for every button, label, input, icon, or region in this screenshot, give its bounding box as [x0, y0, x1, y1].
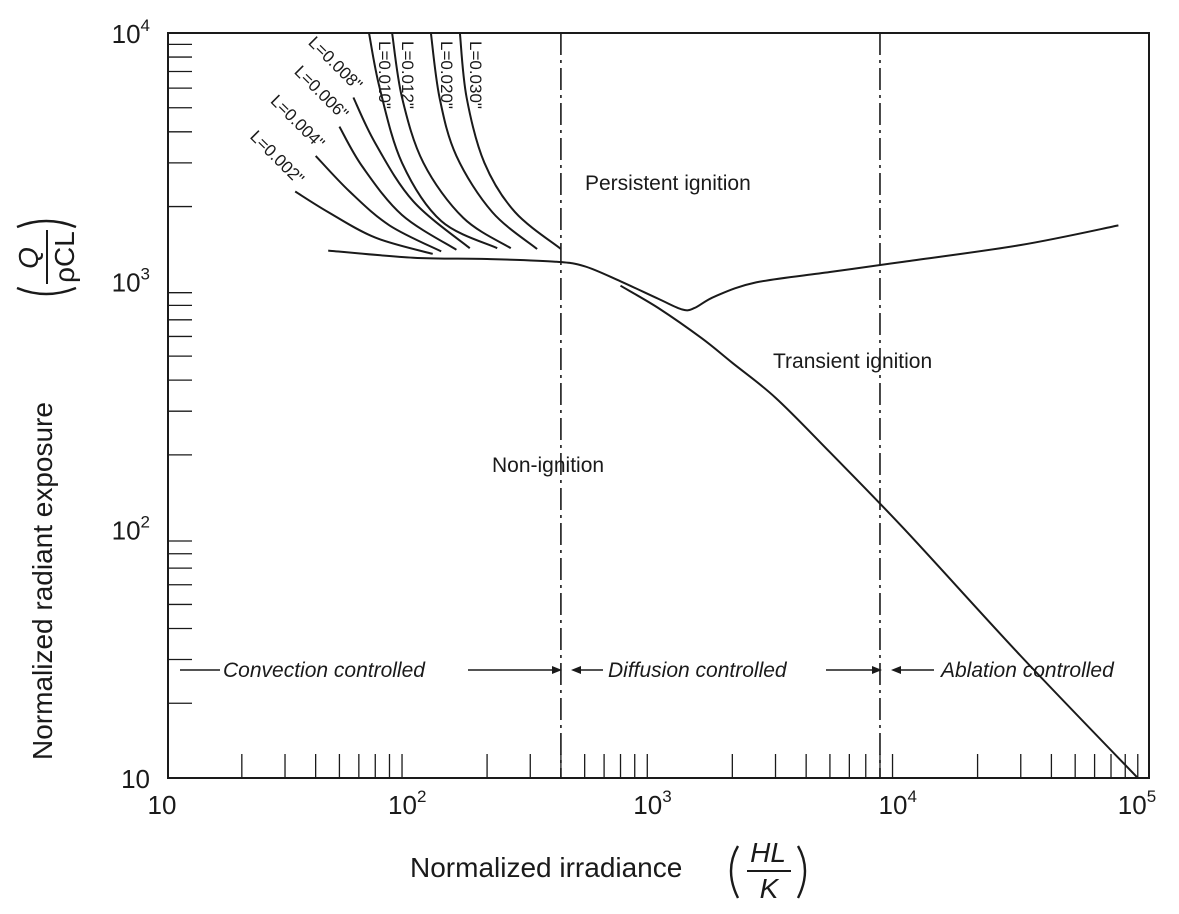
- y-axis-frac-num: Q: [13, 247, 44, 269]
- minor-ticks: [168, 43, 1139, 778]
- y-axis-paren-right: [16, 219, 77, 229]
- y-tick-label: 10: [121, 764, 150, 794]
- thickness-curve-3: [338, 126, 457, 251]
- x-tick-label: 102: [388, 787, 426, 820]
- y-tick-base: 10: [121, 764, 150, 794]
- x-tick-label: 105: [1118, 787, 1156, 820]
- x-tick-base: 10: [148, 790, 177, 820]
- y-axis-title: Normalized radiant exposure: [27, 402, 58, 760]
- annotation-transient-ignition: Transient ignition: [773, 350, 932, 373]
- x-tick-label: 103: [633, 787, 671, 820]
- x-tick-base: 10: [388, 790, 417, 820]
- regime-arrows: Convection controlled Diffusion controll…: [180, 659, 1115, 682]
- x-tick-base: 10: [633, 790, 662, 820]
- curve-label: L=0.030": [466, 41, 485, 109]
- ignition-boundary-curve: [328, 224, 1119, 312]
- x-tick-base: 10: [879, 790, 908, 820]
- x-axis-paren-right: [796, 845, 807, 899]
- curve-label: L=0.012": [398, 41, 417, 109]
- x-axis-label: Normalized irradiance HL K: [410, 837, 807, 904]
- x-tick-base: 10: [1118, 790, 1147, 820]
- region-arrow-head: [872, 666, 882, 674]
- region-label-diffusion: Diffusion controlled: [608, 659, 788, 682]
- x-axis-paren-left: [729, 845, 740, 899]
- thickness-curve-4: [352, 97, 471, 249]
- regime-boundaries: [560, 33, 881, 778]
- region-label-convection: Convection controlled: [223, 659, 426, 682]
- plot-frame: [167, 32, 1150, 779]
- x-axis-frac-num: HL: [750, 837, 786, 868]
- thickness-curve-8: [458, 32, 562, 250]
- x-tick-exponent: 3: [662, 787, 671, 806]
- annotation-non-ignition: Non-ignition: [492, 454, 604, 477]
- thickness-curve-2: [314, 155, 442, 253]
- y-axis-frac-den: ρCL: [49, 231, 80, 283]
- thickness-curve-7: [429, 32, 538, 250]
- transient-boundary-curve: [619, 284, 1139, 779]
- thickness-curve-6: [391, 32, 512, 250]
- y-tick-label: 102: [112, 513, 150, 546]
- x-tick-label: 104: [879, 787, 917, 820]
- x-axis-title: Normalized irradiance: [410, 852, 682, 883]
- x-tick-exponent: 2: [417, 787, 426, 806]
- region-label-ablation: Ablation controlled: [939, 659, 1115, 682]
- y-tick-label: 103: [112, 264, 150, 297]
- x-axis-frac-den: K: [760, 873, 780, 904]
- region-arrow-head: [571, 666, 581, 674]
- x-tick-label: 10: [148, 790, 177, 820]
- y-tick-exponent: 4: [141, 16, 150, 35]
- annotation-persistent-ignition: Persistent ignition: [585, 172, 751, 195]
- y-tick-label: 104: [112, 16, 150, 49]
- y-tick-exponent: 3: [141, 264, 150, 283]
- y-tick-base: 10: [112, 516, 141, 546]
- y-tick-base: 10: [112, 267, 141, 297]
- y-axis-paren-left: [16, 286, 77, 296]
- y-tick-exponent: 2: [141, 513, 150, 532]
- y-tick-base: 10: [112, 19, 141, 49]
- x-tick-exponent: 4: [907, 787, 916, 806]
- region-arrow-head: [891, 666, 901, 674]
- curve-label: L=0.020": [437, 41, 456, 109]
- region-arrow-head: [552, 666, 562, 674]
- y-axis-label: Normalized radiant exposure Q ρCL: [13, 219, 80, 760]
- thickness-curve-5: [368, 32, 498, 250]
- x-tick-exponent: 5: [1147, 787, 1156, 806]
- thickness-curve-1: [294, 190, 433, 255]
- curve-label: L=0.010": [375, 41, 394, 109]
